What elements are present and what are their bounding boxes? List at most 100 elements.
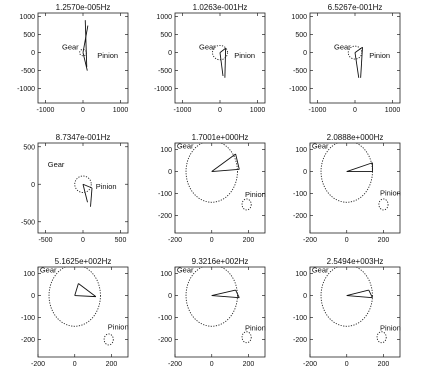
chart-8-ytick-label: 100 [160,271,172,278]
chart-9-xtick-label: -200 [303,361,317,368]
chart-4-vector [90,187,93,207]
chart-8-xtick-label: 200 [243,361,255,368]
chart-3-plot-area [309,12,401,104]
chart-3-gear-label: Gear [334,43,351,52]
chart-1: 1.2570e-005Hz 1000 500 0 -500 -1000 -1000 0 1000… [17,3,129,114]
chart-2-ytick-label: 0 [168,50,172,57]
chart-1-title: 1.2570e-005Hz [56,3,111,12]
chart-4-gear-label: Gear [48,160,65,169]
chart-3: 6.5267e-001Hz 1000 500 0 -500 -1000 -1000 0 1000… [289,3,401,114]
chart-7-xtick-label: 200 [106,361,118,368]
chart-2-ytick-label: -1000 [154,86,172,93]
chart-5-vector [211,153,236,172]
chart-2-marks [212,44,228,78]
chart-8-vector [211,289,236,296]
chart-6-ytick-label: -100 [293,191,307,198]
chart-9-marks [320,267,387,344]
chart-5-ytick-label: 0 [168,169,172,176]
chart-4: 8.7347e-001Hz 500 0 -500 -500 0 500 Gear Pinion [21,133,129,244]
chart-4-marks [74,175,93,207]
chart-3-ytick-label: -1000 [289,86,307,93]
chart-6-pinion-label: Pinion [380,189,401,198]
chart-5-xtick-label: -200 [168,237,182,244]
chart-5-gear-circle [185,143,238,203]
chart-5-title: 1.7001e+000Hz [192,133,249,142]
chart-4-xtick-label: 0 [81,237,85,244]
chart-5-marks [185,143,252,211]
chart-9-xtick-label: 0 [345,361,349,368]
chart-7-xtick-label: -200 [31,361,45,368]
chart-9-gear-label: Gear [312,265,329,274]
chart-1-gear-label: Gear [62,43,79,52]
chart-8-ytick-label: -100 [158,315,172,322]
chart-2-plot-area [174,12,266,104]
chart-1-ytick-label: 500 [23,32,35,39]
chart-8-xtick-label: 0 [210,361,214,368]
chart-5-plot-area [174,142,266,234]
chart-8-xtick-label: -200 [168,361,182,368]
chart-7-pinion-circle [103,333,114,346]
chart-7: 5.1625e+002Hz 100 0 -100 -200 -200 0 200 Gear Pin… [21,257,129,368]
chart-6-title: 2.0888e+000Hz [327,133,384,142]
chart-1-ytick-label: 0 [31,50,35,57]
chart-9-vector [346,289,369,296]
chart-8-plot-area [174,266,266,358]
chart-3-xtick-label: 0 [353,107,357,114]
chart-9-vector [368,289,373,298]
chart-8: 9.3216e+002Hz 100 0 -100 -200 -200 0 200 Gear Pin… [158,257,266,368]
chart-3-pinion-label: Pinion [369,51,390,60]
chart-6-plot-area [309,142,401,234]
chart-4-title: 8.7347e-001Hz [56,133,111,142]
chart-3-vector [354,46,363,53]
chart-8-marks [185,267,252,344]
chart-2-ytick-label: 1000 [156,14,172,21]
chart-6: 2.0888e+000Hz 100 0 -100 -200 -200 0 200 Gear Pin… [293,133,401,244]
chart-7-xtick-label: 0 [73,361,77,368]
chart-6-pinion-circle [378,198,389,211]
chart-1-ytick-label: -500 [21,68,35,75]
chart-6-ytick-label: 0 [303,169,307,176]
chart-4-ytick-label: 500 [23,144,35,151]
chart-9: 2.5494e+003Hz 100 0 -100 -200 -200 0 200 Gear Pin… [293,257,401,368]
chart-7-ytick-label: 100 [23,271,35,278]
chart-8-gear-circle [185,267,238,327]
chart-9-ytick-label: 100 [295,271,307,278]
chart-6-marks [320,143,389,211]
chart-7-gear-label: Gear [40,265,57,274]
chart-3-marks [347,45,363,78]
chart-7-marks [48,267,114,346]
chart-8-title: 9.3216e+002Hz [192,257,249,266]
chart-7-pinion-label: Pinion [108,323,129,332]
chart-3-ytick-label: -500 [293,68,307,75]
chart-7-vector [74,283,79,296]
chart-9-vector [346,295,373,299]
chart-8-vector [211,295,240,299]
chart-9-gear-circle [320,267,373,327]
chart-7-plot-area [37,266,129,358]
chart-9-xtick-label: 200 [378,361,390,368]
chart-7-gear-circle [48,267,101,327]
chart-5-pinion-label: Pinion [245,190,266,199]
chart-9-title: 2.5494e+003Hz [327,257,384,266]
chart-9-pinion-circle [376,331,387,344]
chart-5-xtick-label: 0 [210,237,214,244]
chart-3-ytick-label: 1000 [291,14,307,21]
chart-1-xtick-label: -1000 [37,107,55,114]
chart-8-pinion-label: Pinion [245,324,266,333]
chart-2-gear-circle [212,44,228,61]
chart-3-xtick-label: -1000 [309,107,327,114]
chart-1-pinion-label: Pinion [97,51,118,60]
chart-6-ytick-label: 100 [295,147,307,154]
chart-4-xtick-label: -500 [38,237,52,244]
chart-5: 1.7001e+000Hz 100 0 -100 -200 -200 0 200 Gear Pin… [158,133,266,244]
chart-8-pinion-circle [241,331,252,344]
chart-2-vector [224,48,227,78]
chart-2-gear-label: Gear [199,43,216,52]
chart-9-pinion-label: Pinion [380,324,401,333]
chart-7-title: 5.1625e+002Hz [55,257,112,266]
chart-5-xtick-label: 200 [243,237,255,244]
chart-9-ytick-label: 0 [303,293,307,300]
chart-9-plot-area [309,266,401,358]
chart-1-ytick-label: -1000 [17,86,35,93]
chart-1-ytick-label: 1000 [19,14,35,21]
